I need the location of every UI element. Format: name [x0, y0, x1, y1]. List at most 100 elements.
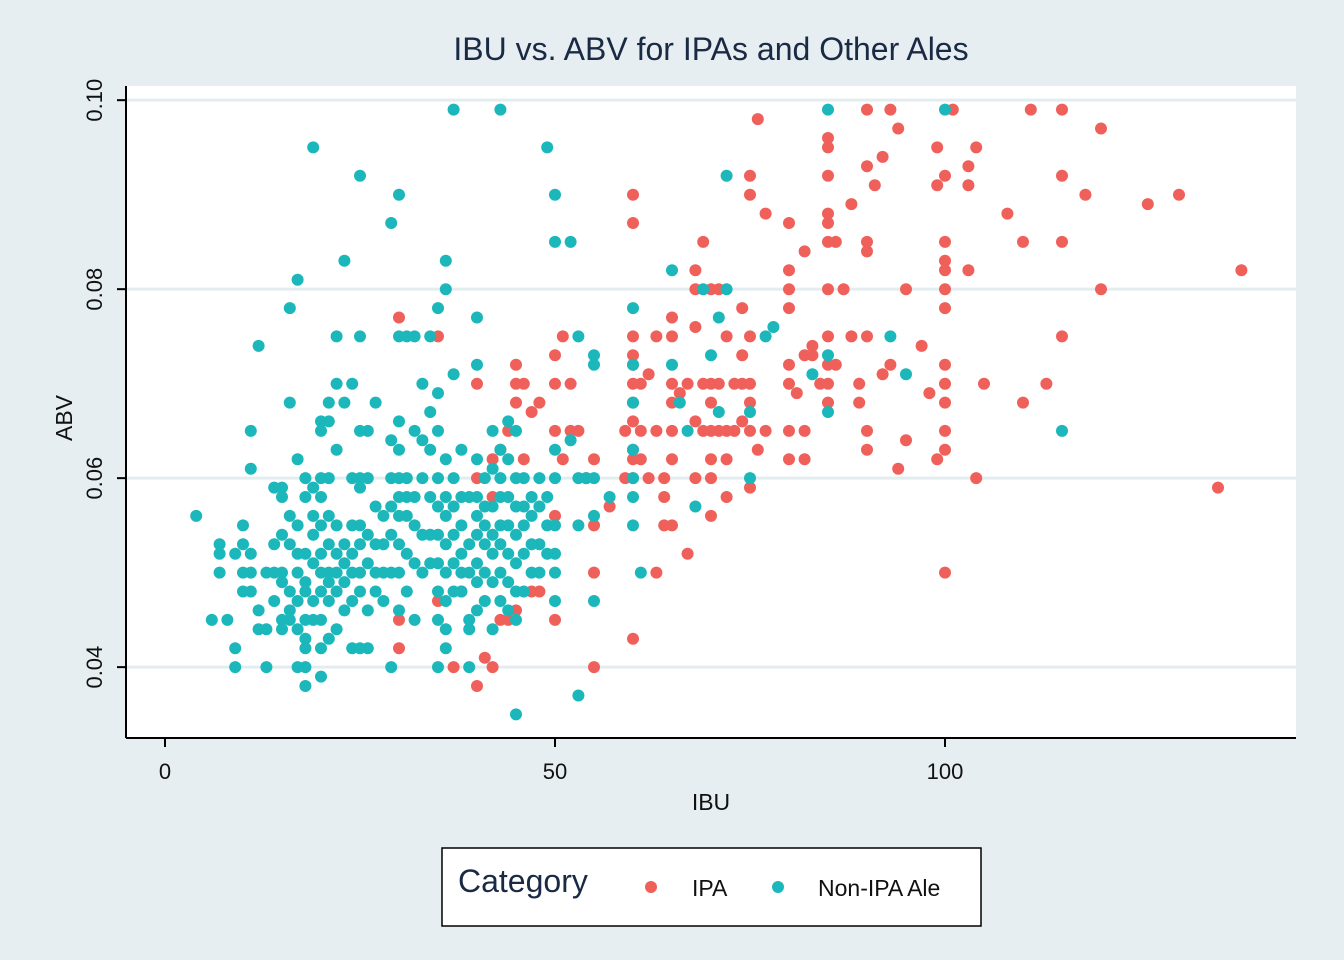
point-non-ipa-ale-198 [447, 557, 460, 570]
point-non-ipa-ale-118 [361, 424, 374, 437]
point-ipa-152 [861, 103, 873, 116]
point-ipa-37 [572, 424, 585, 437]
point-non-ipa-ale-240 [494, 566, 507, 579]
point-non-ipa-ale-113 [354, 519, 366, 532]
point-non-ipa-ale-176 [432, 472, 444, 485]
point-ipa-134 [822, 132, 834, 144]
point-non-ipa-ale-174 [432, 387, 444, 400]
point-non-ipa-ale-149 [393, 604, 405, 617]
point-non-ipa-ale-196 [447, 500, 460, 513]
point-ipa-197 [1056, 103, 1068, 116]
point-non-ipa-ale-42 [291, 273, 304, 286]
point-non-ipa-ale-56 [299, 632, 312, 645]
point-ipa-188 [962, 264, 975, 277]
point-non-ipa-ale-151 [400, 472, 413, 485]
point-ipa-206 [1212, 481, 1224, 494]
point-non-ipa-ale-316 [759, 330, 772, 343]
point-ipa-135 [822, 141, 834, 154]
point-ipa-59 [634, 424, 647, 437]
point-ipa-190 [970, 472, 983, 485]
point-non-ipa-ale-48 [291, 623, 304, 636]
point-ipa-76 [673, 387, 686, 400]
point-ipa-194 [1017, 396, 1029, 409]
point-non-ipa-ale-160 [408, 557, 421, 570]
point-non-ipa-ale-38 [283, 538, 296, 551]
point-non-ipa-ale-31 [276, 566, 288, 579]
point-ipa-202 [1095, 122, 1107, 135]
point-ipa-147 [837, 283, 850, 296]
point-ipa-193 [1017, 235, 1029, 248]
point-non-ipa-ale-93 [330, 585, 343, 598]
point-non-ipa-ale-212 [471, 311, 483, 324]
point-non-ipa-ale-81 [322, 509, 335, 522]
point-ipa-81 [689, 321, 702, 333]
legend-box [441, 847, 982, 927]
point-non-ipa-ale-321 [822, 406, 834, 418]
point-ipa-153 [861, 160, 873, 173]
point-non-ipa-ale-16 [244, 566, 257, 579]
point-ipa-146 [829, 358, 842, 371]
point-non-ipa-ale-291 [588, 472, 600, 485]
point-non-ipa-ale-64 [307, 557, 320, 570]
point-ipa-177 [939, 283, 951, 296]
point-non-ipa-ale-197 [447, 528, 460, 541]
point-ipa-107 [744, 169, 756, 182]
point-ipa-103 [736, 302, 749, 315]
point-ipa-109 [744, 330, 756, 343]
point-non-ipa-ale-245 [502, 519, 515, 532]
point-non-ipa-ale-19 [252, 604, 265, 617]
point-non-ipa-ale-232 [486, 576, 499, 589]
point-non-ipa-ale-164 [416, 472, 429, 485]
point-ipa-196 [1040, 377, 1053, 390]
point-ipa-39 [588, 566, 600, 579]
point-ipa-200 [1056, 330, 1068, 343]
point-ipa-138 [822, 217, 834, 229]
point-ipa-102 [728, 424, 741, 437]
point-non-ipa-ale-263 [525, 509, 538, 522]
point-ipa-167 [900, 434, 912, 447]
point-ipa-24 [525, 406, 538, 418]
point-ipa-42 [588, 519, 600, 532]
point-non-ipa-ale-8 [229, 661, 242, 674]
x-tick-label-2: 100 [927, 759, 964, 784]
point-non-ipa-ale-35 [283, 302, 296, 315]
point-non-ipa-ale-287 [572, 689, 585, 702]
point-non-ipa-ale-3 [213, 547, 226, 560]
point-non-ipa-ale-268 [533, 538, 546, 551]
point-ipa-172 [931, 453, 944, 466]
point-non-ipa-ale-226 [478, 595, 491, 607]
point-non-ipa-ale-205 [455, 585, 468, 598]
point-non-ipa-ale-34 [276, 623, 288, 636]
point-non-ipa-ale-309 [705, 349, 717, 362]
point-non-ipa-ale-54 [299, 585, 312, 598]
point-non-ipa-ale-89 [330, 443, 343, 456]
point-non-ipa-ale-207 [463, 538, 476, 551]
point-ipa-92 [705, 472, 717, 485]
point-non-ipa-ale-142 [393, 415, 405, 428]
point-ipa-58 [634, 377, 647, 390]
point-ipa-26 [533, 585, 546, 598]
point-non-ipa-ale-306 [681, 424, 694, 437]
point-non-ipa-ale-278 [549, 519, 561, 532]
point-ipa-108 [744, 188, 756, 201]
point-non-ipa-ale-223 [478, 519, 491, 532]
point-non-ipa-ale-312 [720, 283, 733, 296]
point-non-ipa-ale-298 [627, 443, 639, 456]
point-non-ipa-ale-181 [432, 613, 444, 626]
point-non-ipa-ale-257 [517, 472, 530, 485]
point-non-ipa-ale-301 [627, 519, 639, 532]
point-ipa-171 [931, 179, 944, 192]
point-non-ipa-ale-296 [627, 358, 639, 371]
point-ipa-181 [939, 396, 951, 409]
point-ipa-126 [790, 387, 803, 400]
point-non-ipa-ale-210 [463, 623, 476, 636]
point-non-ipa-ale-185 [439, 453, 452, 466]
point-ipa-151 [853, 396, 866, 409]
point-non-ipa-ale-162 [416, 377, 429, 390]
point-ipa-143 [822, 377, 834, 390]
point-non-ipa-ale-104 [346, 547, 359, 560]
point-ipa-159 [868, 179, 881, 192]
point-non-ipa-ale-190 [439, 595, 452, 607]
point-non-ipa-ale-279 [549, 547, 561, 560]
point-ipa-83 [689, 472, 702, 485]
